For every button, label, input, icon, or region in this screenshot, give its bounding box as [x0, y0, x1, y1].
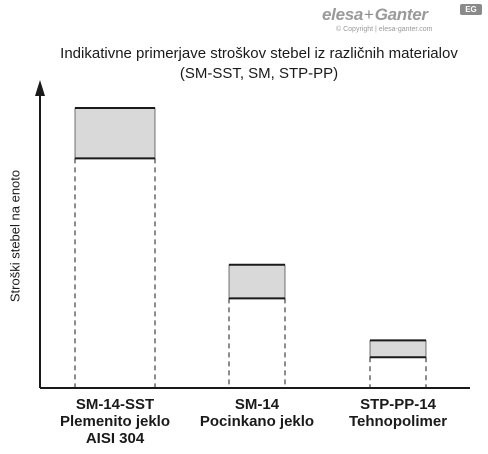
- cost-range-box: [369, 340, 427, 358]
- category-label: SM-14-SST Plemenito jeklo AISI 304: [45, 396, 185, 447]
- category-label-line: AISI 304: [85, 430, 145, 447]
- y-axis-arrow: [35, 80, 45, 96]
- category-label-line: Plemenito jeklo: [59, 413, 171, 430]
- category-label-line: Tehnopolimer: [348, 413, 448, 430]
- category-label-line: SM-14: [234, 396, 280, 413]
- category-label: SM-14 Pocinkano jeklo: [187, 396, 327, 430]
- brand-copyright: © Copyright | elesa-ganter.com: [336, 26, 433, 33]
- category-label-line: STP-PP-14: [360, 396, 436, 413]
- brand-badge: EG: [460, 4, 482, 15]
- chart-title-line-2: (SM-SST, SM, STP-PP): [179, 65, 339, 82]
- cost-range-box: [74, 107, 156, 159]
- chart-title: Indikativne primerjave stroškov stebel i…: [30, 44, 488, 84]
- brand-logo-block: elesa+Ganter EG © Copyright | elesa-gant…: [322, 4, 482, 35]
- category-label: STP-PP-14 Tehnopolimer: [328, 396, 468, 430]
- cost-range-box: [228, 264, 286, 299]
- chart-title-line-1: Indikativne primerjave stroškov stebel i…: [60, 45, 458, 62]
- category-label-line: SM-14-SST: [75, 396, 155, 413]
- brand-logo: elesa+Ganter: [322, 5, 428, 24]
- category-label-line: Pocinkano jeklo: [199, 413, 315, 430]
